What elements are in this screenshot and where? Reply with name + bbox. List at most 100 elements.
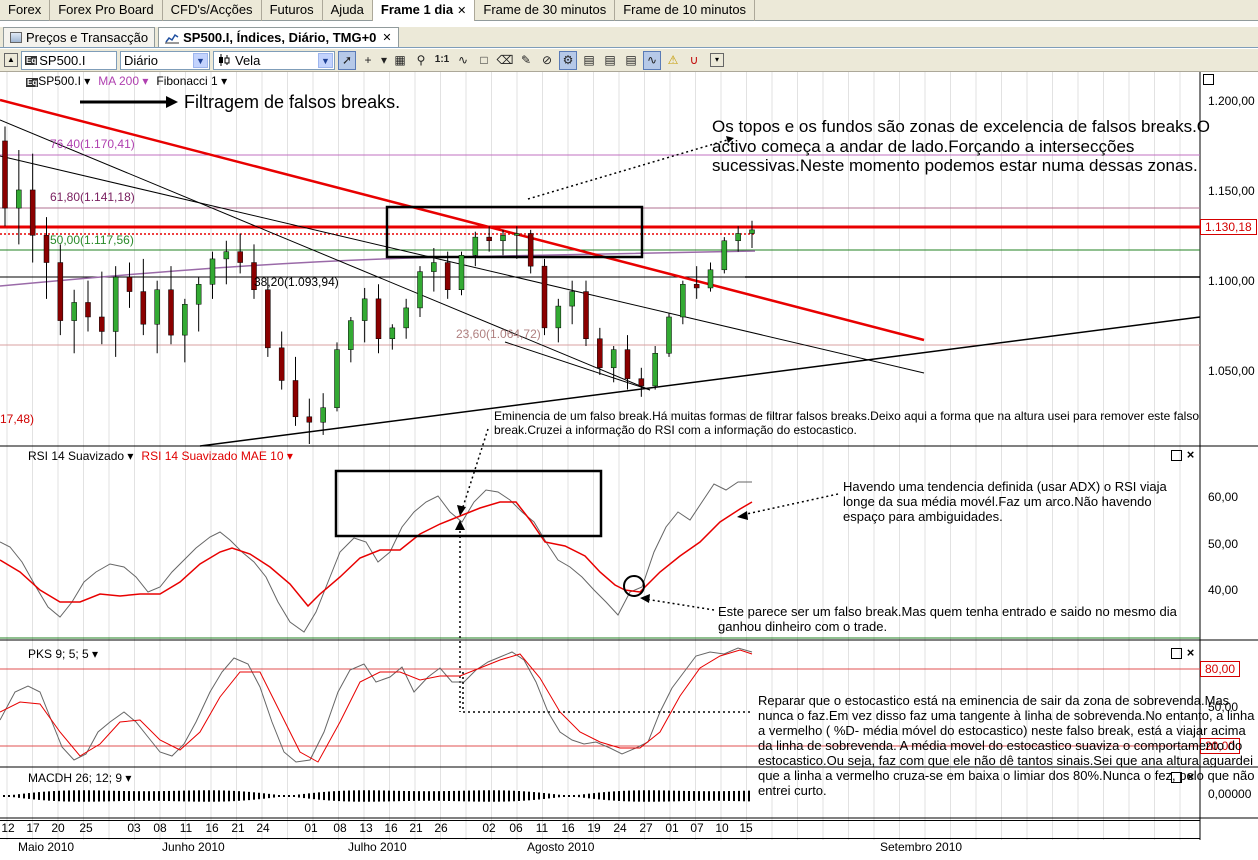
x-axis-day: 24 <box>613 821 627 835</box>
candle <box>555 298 562 343</box>
chevron-down-icon[interactable]: ▼ <box>318 52 333 68</box>
annotation-eminencia: Eminencia de um falso break.Há muitas fo… <box>494 409 1199 437</box>
maximize-icon[interactable] <box>1171 450 1182 461</box>
candle-icon <box>219 54 230 66</box>
x-axis-day: 16 <box>384 821 398 835</box>
rsi-label[interactable]: RSI 14 Suavizado ▾ <box>28 449 134 463</box>
macd-bar <box>453 790 455 802</box>
maximize-icon[interactable] <box>1171 772 1182 783</box>
chart-canvas[interactable] <box>0 72 1258 860</box>
macd-bar <box>98 790 100 802</box>
fib-label[interactable]: Fibonacci 1 ▾ <box>156 74 228 88</box>
cursor-icon[interactable]: ➚ <box>338 50 356 70</box>
menu-tab-4[interactable]: Ajuda <box>323 0 373 21</box>
chart-area: EqSP500.I ▾ MA 200 ▾ Fibonacci 1 ▾ Filtr… <box>0 72 1258 860</box>
close-icon[interactable]: × <box>1186 447 1195 462</box>
menu-tab-3[interactable]: Futuros <box>262 0 323 21</box>
annotation-estocastico: Reparar que o estocastico está na eminen… <box>758 693 1255 799</box>
magnet-icon[interactable]: ∪ <box>689 52 699 67</box>
wave-pressed-icon[interactable]: ∿ <box>643 50 661 70</box>
macd-bar <box>708 791 710 801</box>
chart-style-select[interactable]: Vela ▼ <box>213 50 335 70</box>
chevron-down-icon[interactable]: ▼ <box>193 52 208 68</box>
eraser-icon[interactable]: ⌫ <box>496 52 514 67</box>
zoom-icon[interactable]: ⚲ <box>416 52 426 67</box>
macd-bar <box>593 793 595 799</box>
macd-bar <box>723 791 725 801</box>
macd-bar <box>358 790 360 802</box>
macd-bar <box>513 790 515 802</box>
macd-bar <box>298 794 300 798</box>
x-axis-day: 11 <box>535 821 549 835</box>
warning-icon[interactable]: ⚠ <box>667 52 679 67</box>
x-axis-day: 10 <box>715 821 729 835</box>
menu-tab-7[interactable]: Frame de 10 minutos <box>615 0 756 21</box>
menu-tab-label: Forex Pro Board <box>58 2 154 17</box>
pks-label[interactable]: PKS 9; 5; 5 ▾ <box>28 647 99 661</box>
grid-icon[interactable]: ▦ <box>394 52 406 67</box>
macd-bar <box>428 791 430 801</box>
candle <box>57 244 64 336</box>
x-axis-day: 20 <box>51 821 65 835</box>
crosshair-dropdown-icon[interactable]: ▾ <box>380 52 388 67</box>
menu-tab-label: Frame de 30 minutos <box>483 2 607 17</box>
notes-icon[interactable]: ▤ <box>583 52 595 67</box>
macd-label[interactable]: MACDH 26; 12; 9 ▾ <box>28 771 132 785</box>
close-icon[interactable]: ✕ <box>457 5 467 17</box>
notes3-icon[interactable]: ▤ <box>625 52 637 67</box>
delete-icon[interactable]: ⊘ <box>541 52 553 67</box>
macd-bar <box>478 790 480 802</box>
symbol-field[interactable]: Eq SP500.I <box>21 50 117 70</box>
toolbar-overflow-icon[interactable]: ▾ <box>710 53 724 67</box>
x-axis-day: 27 <box>639 821 653 835</box>
macd-bar <box>178 790 180 802</box>
candle <box>223 240 230 285</box>
menu-tab-6[interactable]: Frame de 30 minutos <box>475 0 616 21</box>
annotation-tendencia: Havendo uma tendencia definida (usar ADX… <box>843 479 1167 525</box>
macd-bar <box>703 791 705 801</box>
macd-bar <box>713 791 715 801</box>
menu-tab-5[interactable]: Frame 1 dia ✕ <box>372 0 476 21</box>
macd-bar <box>473 790 475 802</box>
period-value: Diário <box>124 52 158 68</box>
table-icon <box>10 32 22 43</box>
maximize-icon[interactable] <box>1203 74 1214 85</box>
pencil-icon[interactable]: ✎ <box>520 52 532 67</box>
macd-bar <box>203 790 205 802</box>
bars-toggle-icon[interactable]: ⚙ <box>559 50 577 70</box>
menu-tab-2[interactable]: CFD's/Acções <box>163 0 262 21</box>
menu-tab-1[interactable]: Forex Pro Board <box>50 0 163 21</box>
maximize-icon[interactable] <box>1171 648 1182 659</box>
wave-icon[interactable]: ∿ <box>457 52 469 67</box>
menu-tab-0[interactable]: Forex <box>0 0 51 21</box>
pks-tick-80: 80,00 <box>1200 661 1241 677</box>
main-symbol-label[interactable]: EqSP500.I ▾ <box>26 74 91 88</box>
doc-tab-sp500[interactable]: SP500.I, Índices, Diário, TMG+0 ✕ <box>158 27 399 47</box>
scale-1-1-icon[interactable]: 1:1 <box>434 53 450 65</box>
macd-bar <box>403 790 405 802</box>
close-icon[interactable]: × <box>1186 645 1195 660</box>
crosshair-icon[interactable]: + <box>364 52 372 67</box>
scroll-up-icon[interactable]: ▲ <box>4 53 18 67</box>
period-select[interactable]: Diário ▼ <box>120 50 210 70</box>
rsi-mae-label[interactable]: RSI 14 Suavizado MAE 10 ▾ <box>141 449 293 463</box>
ma-label[interactable]: MA 200 ▾ <box>98 74 149 88</box>
macd-bar <box>383 790 385 802</box>
macd-bar <box>78 790 80 802</box>
doc-tab-precos[interactable]: Preços e Transacção <box>3 27 156 47</box>
rsi-tick: 50,00 <box>1208 537 1239 551</box>
fib-label-50: 50,00(1.117,56) <box>50 233 134 247</box>
rectangle-icon[interactable]: □ <box>480 52 488 67</box>
rsi-pane-lines <box>0 428 1200 712</box>
annotation-title: Filtragem de falsos breaks. <box>184 92 401 112</box>
close-icon[interactable]: × <box>1186 769 1195 784</box>
candle <box>597 327 603 376</box>
pks-pane-legend: PKS 9; 5; 5 ▾ <box>28 647 98 661</box>
notes2-icon[interactable]: ▤ <box>604 52 616 67</box>
candle <box>403 298 409 339</box>
candle <box>209 251 216 299</box>
close-icon[interactable]: ✕ <box>382 31 392 44</box>
macd-bar <box>468 790 470 802</box>
price-tick: 1.150,00 <box>1208 184 1255 198</box>
macd-bar <box>18 794 20 798</box>
